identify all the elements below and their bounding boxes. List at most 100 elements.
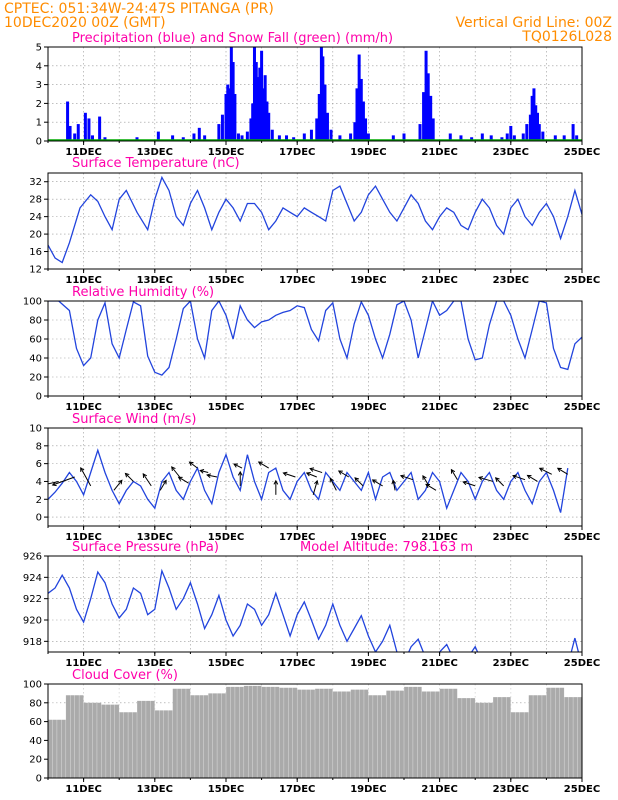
wind-arrow bbox=[306, 472, 317, 478]
ytick-label: 40 bbox=[29, 736, 42, 747]
precip-bar bbox=[317, 94, 321, 141]
xtick-label: 25DEC bbox=[564, 532, 600, 543]
precip-bar bbox=[521, 133, 525, 141]
wind-arrowhead bbox=[124, 472, 130, 478]
ytick-label: 0 bbox=[36, 774, 42, 785]
ytick-label: 80 bbox=[29, 316, 42, 327]
wind-arrowhead bbox=[450, 468, 456, 474]
precip-bar bbox=[470, 137, 474, 141]
precip-bar bbox=[359, 78, 363, 141]
wind-arrowhead bbox=[80, 466, 85, 472]
precip-bar bbox=[315, 118, 319, 141]
precip-bar bbox=[459, 135, 463, 141]
panel-pres: Surface Pressure (hPa) Model Altitude: 79… bbox=[23, 540, 600, 669]
precip-bar bbox=[424, 50, 428, 141]
precip-bar bbox=[355, 88, 359, 141]
wind-arrow bbox=[512, 475, 526, 481]
plot-area-rh bbox=[48, 301, 582, 376]
wind-arrowhead bbox=[399, 474, 405, 479]
wind-arrow bbox=[495, 477, 505, 487]
precip-bar bbox=[418, 124, 422, 141]
precip-bar bbox=[245, 131, 249, 141]
precip-bar bbox=[536, 112, 539, 141]
wind-arrowhead bbox=[162, 479, 167, 485]
precip-bar bbox=[277, 135, 281, 141]
xtick-label: 17DEC bbox=[279, 402, 315, 413]
wind-arrow bbox=[171, 466, 181, 478]
wind-arrowhead bbox=[282, 471, 288, 477]
precip-bar bbox=[267, 112, 271, 141]
ytick-label: 4 bbox=[36, 477, 42, 488]
wind-arrow bbox=[178, 476, 189, 484]
xtick-label: 23DEC bbox=[493, 658, 529, 669]
panel-title-temp: Surface Temperature (nC) bbox=[72, 156, 240, 171]
wind-arrow bbox=[125, 473, 134, 482]
xtick-label: 15DEC bbox=[208, 275, 244, 286]
panel-title-rh: Relative Humidity (%) bbox=[72, 285, 214, 300]
precip-bar bbox=[181, 137, 185, 141]
precip-bar bbox=[192, 133, 196, 141]
precip-bar bbox=[364, 118, 368, 141]
wind-arrow bbox=[200, 470, 209, 474]
precip-bar bbox=[429, 95, 433, 141]
precip-bar bbox=[231, 62, 235, 141]
xtick-label: 21DEC bbox=[421, 532, 457, 543]
precip-bar bbox=[402, 133, 406, 141]
ytick-label: 80 bbox=[29, 698, 42, 709]
panel-wind: Surface Wind (m/s) 0 2 4 6 8 10 11DEC 13DEC 15DEC… bbox=[29, 412, 600, 543]
wind-arrow bbox=[425, 483, 437, 491]
ytick-label: 100 bbox=[23, 297, 42, 308]
panel-precip: Precipitation (blue) and Snow Fall (gree… bbox=[36, 31, 601, 158]
xtick-label: 19DEC bbox=[350, 784, 386, 795]
ytick-label: 60 bbox=[29, 717, 42, 728]
precip-bar bbox=[203, 135, 207, 141]
wind-arrowhead bbox=[494, 477, 500, 482]
wind-arrowhead bbox=[425, 483, 431, 489]
panel-frame-cloud bbox=[47, 683, 583, 779]
precip-bar bbox=[285, 135, 289, 141]
precip-bar bbox=[302, 133, 306, 141]
xtick-label: 11DEC bbox=[65, 658, 101, 669]
wind-arrow bbox=[142, 473, 152, 487]
xtick-label: 25DEC bbox=[564, 275, 600, 286]
precip-bar bbox=[338, 135, 342, 141]
xtick-label: 17DEC bbox=[279, 532, 315, 543]
wind-arrowhead bbox=[51, 481, 57, 487]
precip-bar bbox=[321, 56, 325, 141]
wind-arrowhead bbox=[538, 467, 544, 472]
precip-bar bbox=[240, 135, 244, 141]
ytick-label: 918 bbox=[23, 637, 42, 648]
precip-bar bbox=[73, 133, 77, 141]
precip-bar bbox=[575, 135, 579, 141]
precip-bar bbox=[509, 125, 513, 141]
panel-temp: Surface Temperature (nC) 12 16 20 24 28 32 11DE… bbox=[29, 156, 600, 286]
ytick-label: 922 bbox=[23, 594, 42, 605]
wind-arrow bbox=[372, 479, 383, 487]
ytick-label: 10 bbox=[29, 424, 42, 435]
panel-title-wind: Surface Wind (m/s) bbox=[72, 412, 196, 427]
precip-bar bbox=[236, 133, 240, 141]
xtick-label: 17DEC bbox=[279, 658, 315, 669]
xtick-label: 13DEC bbox=[137, 147, 173, 158]
precip-bar bbox=[197, 127, 201, 141]
xtick-label: 13DEC bbox=[137, 784, 173, 795]
xtick-label: 17DEC bbox=[279, 275, 315, 286]
precip-bar bbox=[87, 118, 91, 141]
wind-arrow bbox=[283, 472, 296, 478]
xtick-label: 11DEC bbox=[65, 147, 101, 158]
wind-arrow bbox=[233, 463, 243, 469]
plot-area-temp bbox=[48, 175, 582, 264]
ytick-label: 16 bbox=[29, 247, 42, 258]
precip-bar bbox=[224, 94, 228, 141]
wind-arrowhead bbox=[171, 466, 176, 472]
precip-bar bbox=[489, 135, 493, 141]
precip-bar bbox=[260, 50, 264, 141]
wind-arrow bbox=[189, 461, 198, 469]
header-grid-note: Vertical Grid Line: 00Z bbox=[456, 15, 612, 31]
wind-arrowhead bbox=[177, 476, 183, 481]
precip-bar bbox=[68, 125, 72, 141]
panel-frame-precip bbox=[47, 46, 583, 142]
panels-group: Precipitation (blue) and Snow Fall (gree… bbox=[23, 31, 600, 795]
wind-arrow bbox=[539, 467, 552, 475]
wind-arrowhead bbox=[337, 470, 343, 475]
